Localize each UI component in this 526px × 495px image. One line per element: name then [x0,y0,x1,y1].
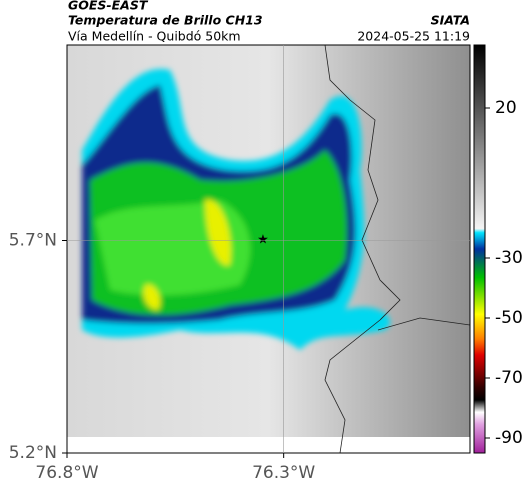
source: SIATA [431,13,470,28]
y-tick-label: 5.2°N [9,443,57,463]
colorbar-tick-label: -90 [495,428,523,448]
colorbar-tick-label: -50 [495,308,523,328]
x-tick-label: 76.8°W [35,463,98,483]
satellite: GOES-EAST [68,0,149,13]
x-tick-label: 76.3°W [252,463,315,483]
map-frame [66,44,471,454]
colorbar-tick-label: -70 [495,368,523,388]
colorbar-tick-label: -30 [495,248,523,268]
y-tick-label: 5.7°N [9,231,57,251]
satellite-image: ★ [67,45,470,453]
city-marker: ★ [257,233,269,248]
product: Temperatura de Brillo CH13 [68,13,263,28]
datetime: 2024-05-25 11:19 [357,29,470,44]
colorbar [473,44,486,454]
route: Vía Medellín - Quibdó 50km [68,29,241,44]
colorbar-tick-label: 20 [495,98,517,118]
